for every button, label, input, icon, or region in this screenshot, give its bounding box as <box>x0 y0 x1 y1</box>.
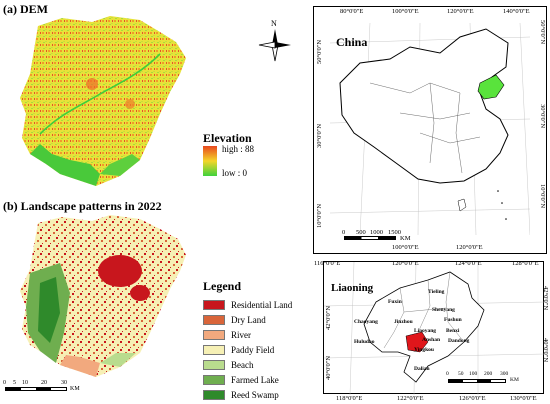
liaoning-scale-tick: 300 <box>500 371 509 377</box>
city-label: Chaoyang <box>354 319 378 325</box>
panel-b-title: (b) Landscape patterns in 2022 <box>3 199 162 213</box>
legend-item: Dry Land <box>203 312 292 327</box>
china-top-tick: 140°0'0"E <box>503 8 530 15</box>
china-map <box>330 23 530 235</box>
liaoning-top-tick: 128°0'0"E <box>512 260 539 267</box>
liaoning-scale-unit: KM <box>510 377 519 383</box>
city-label: Huludao <box>354 339 375 345</box>
liaoning-right-tick: 42°0'0"N <box>542 286 549 311</box>
liaoning-bottom-tick: 126°0'0"E <box>459 395 486 402</box>
china-top-tick: 80°0'0"E <box>340 8 364 15</box>
china-right-tick: 50°0'0"N <box>539 20 546 45</box>
main-scale-bar <box>5 387 67 391</box>
liaoning-scale-tick: 100 <box>469 371 478 377</box>
liaoning-scale-bar <box>448 379 506 383</box>
china-top-tick: 100°0'0"E <box>392 8 419 15</box>
landscape-legend-title: Legend <box>203 279 242 293</box>
legend-item: River <box>203 327 292 342</box>
china-right-tick: 10°0'0"N <box>539 184 546 209</box>
city-label: Shenyang <box>432 307 455 313</box>
china-bottom-tick: 100°0'0"E <box>392 244 419 251</box>
china-left-tick: 30°0'0"N <box>316 123 323 148</box>
legend-item: Farmed Lake <box>203 372 292 387</box>
elevation-low-label: low : 0 <box>222 168 248 178</box>
liaoning-bottom-tick: 118°0'0"E <box>336 395 363 402</box>
city-label: Dalian <box>414 366 430 372</box>
china-scale-tick: 1000 <box>370 229 383 236</box>
liaoning-top-tick: 120°0'0"E <box>392 260 419 267</box>
dem-map <box>20 16 186 186</box>
elevation-legend-title: Elevation <box>203 131 252 145</box>
liaoning-map <box>324 262 545 395</box>
china-scale-tick: 1500 <box>388 229 401 236</box>
china-scale-bar <box>344 236 396 240</box>
china-bottom-tick: 120°0'0"E <box>456 244 483 251</box>
china-right-tick: 30°0'0"N <box>539 104 546 129</box>
scale-tick: 20 <box>41 380 47 386</box>
china-scale-tick: 0 <box>342 229 346 236</box>
liaoning-bottom-tick: 122°0'0"E <box>397 395 424 402</box>
liaoning-scale-tick: 0 <box>446 371 449 377</box>
city-label: Benxi <box>446 328 460 334</box>
scale-unit: KM <box>70 386 80 392</box>
north-label: N <box>271 19 277 28</box>
city-label: Fuxin <box>388 299 402 305</box>
liaoning-top-tick: 116°0'0"E <box>314 260 341 267</box>
city-label: Tieling <box>428 289 445 295</box>
liaoning-top-tick: 124°0'0"E <box>455 260 482 267</box>
legend-item: Reed Swamp <box>203 387 292 402</box>
scale-tick: 5 <box>13 380 16 386</box>
legend-item: Beach <box>203 357 292 372</box>
china-label: China <box>336 35 368 49</box>
liaoning-inset-frame: Liaoning Tieling Fuxin Shenyang Fushun C… <box>323 261 545 395</box>
liaoning-right-tick: 40°0'0"N <box>542 338 549 363</box>
china-inset-frame: China 0 500 1000 1500 KM <box>313 6 547 254</box>
liaoning-left-tick: 42°0'0"N <box>325 305 332 330</box>
panel-a-title: (a) DEM <box>3 2 48 16</box>
scale-tick: 30 <box>61 380 67 386</box>
legend-item: Paddy Field <box>203 342 292 357</box>
liaoning-scale-tick: 50 <box>458 371 464 377</box>
china-left-tick: 50°0'0"N <box>316 39 323 64</box>
china-left-tick: 10°0'0"N <box>316 203 323 228</box>
scale-tick: 10 <box>22 380 28 386</box>
liaoning-scale-tick: 200 <box>484 371 493 377</box>
dem-region <box>20 16 186 186</box>
china-scale-tick: 500 <box>356 229 366 236</box>
city-label: Liaoyang <box>414 328 437 334</box>
china-scale-unit: KM <box>400 235 411 242</box>
scale-tick: 0 <box>3 380 6 386</box>
north-arrow-icon <box>258 29 291 62</box>
study-area-highlight <box>405 331 429 353</box>
landscape-map <box>20 215 186 377</box>
city-label: Anshan <box>422 337 441 343</box>
elevation-high-label: high : 88 <box>222 144 255 154</box>
liaoning-highlight <box>477 74 505 100</box>
china-top-tick: 120°0'0"E <box>447 8 474 15</box>
city-label: Fushun <box>444 317 462 323</box>
china-outline <box>339 28 509 184</box>
elevation-color-ramp <box>203 146 217 176</box>
city-label: Yingkou <box>414 347 434 353</box>
liaoning-left-tick: 40°0'0"N <box>325 355 332 380</box>
city-label: Jinzhou <box>394 319 413 325</box>
liaoning-bottom-tick: 130°0'0"E <box>510 395 537 402</box>
liaoning-label: Liaoning <box>331 282 374 294</box>
city-label: Dandong <box>448 338 470 344</box>
legend-item: Residential Land <box>203 297 292 312</box>
landscape-legend-list: Residential Land Dry Land River Paddy Fi… <box>203 297 292 402</box>
